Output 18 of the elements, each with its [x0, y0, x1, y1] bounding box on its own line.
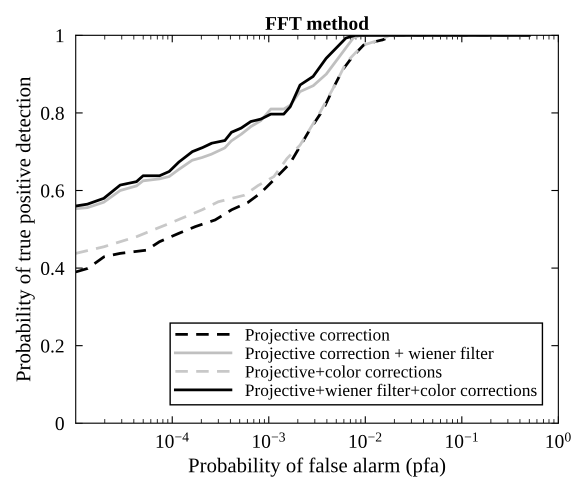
x-tick-label: 10$^{0}$	[546, 432, 571, 448]
legend-label: Projective+color corrections	[245, 365, 442, 382]
y-tick-label: 0.4	[41, 262, 64, 276]
legend-label: Projective correction + wiener filter	[245, 346, 494, 363]
y-tick-label: 0.6	[41, 184, 64, 198]
x-tick-label: 10$^{−4}$	[156, 432, 189, 448]
x-tick-label: 10$^{−2}$	[350, 432, 382, 448]
chart-title: FFT method	[265, 16, 369, 30]
legend-label: Projective+wiener filter+color corrections	[245, 384, 537, 400]
x-tick-label: 10$^{−3}$	[253, 432, 286, 448]
y-axis-title: Probability of true positive detection	[16, 76, 35, 382]
y-tick-label: 0.2	[41, 339, 64, 353]
y-tick-label: 0	[56, 417, 64, 430]
legend-label: Projective correction	[245, 328, 390, 344]
y-tick-label: 0.8	[41, 106, 64, 120]
x-tick-label: 10$^{−1}$	[446, 432, 478, 448]
y-tick-label: 1	[56, 29, 64, 42]
x-axis-title: Probability of false alarm (pfa)	[188, 458, 446, 477]
